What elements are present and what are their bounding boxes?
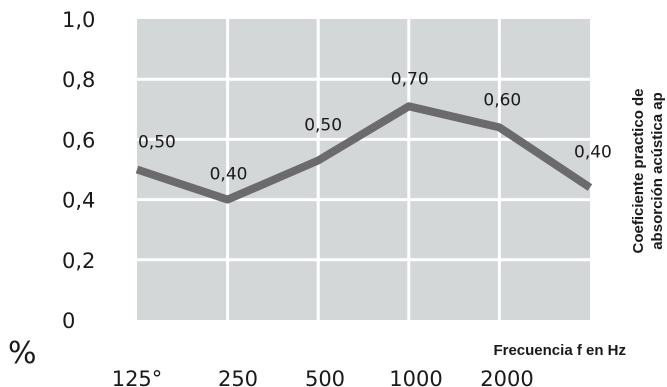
x-tick-label: 500 (305, 367, 345, 387)
data-label: 0,50 (304, 115, 342, 135)
x-tick-label: 250 (218, 367, 258, 387)
plot-background (137, 19, 590, 320)
series-line (135, 102, 593, 204)
y-tick-labels: 0 0,2 0,4 0,6 0,8 1,0 (62, 8, 95, 333)
y-tick-label: 0,2 (62, 249, 95, 273)
y-tick-label: 0,6 (62, 128, 95, 152)
y-tick-label: 0,4 (62, 189, 95, 213)
y-tick-label: 0 (62, 309, 75, 333)
y-tick-label: 1,0 (62, 8, 95, 32)
x-axis-title: Frecuencia f en Hz (493, 342, 626, 359)
x-tick-label: 2000 (480, 367, 533, 387)
data-labels: 0,50 0,40 0,50 0,70 0,60 0,40 (138, 69, 612, 184)
y-axis-title-line-1: Coeficiente practico de (630, 88, 647, 253)
percent-unit-label: % (8, 336, 37, 371)
data-label: 0,60 (483, 90, 521, 110)
x-tick-label: 1000 (389, 367, 442, 387)
data-label: 0,50 (138, 133, 176, 153)
grid-lines (137, 19, 590, 320)
data-label: 0,40 (574, 143, 612, 163)
x-tick-label: 125° (112, 367, 163, 387)
y-axis-title-line-2: absorción acústica ap (649, 92, 666, 250)
data-label: 0,70 (391, 69, 429, 89)
y-tick-label: 0,8 (62, 68, 95, 92)
x-tick-labels: 125° 250 500 1000 2000 (112, 367, 534, 387)
data-label: 0,40 (210, 165, 248, 185)
